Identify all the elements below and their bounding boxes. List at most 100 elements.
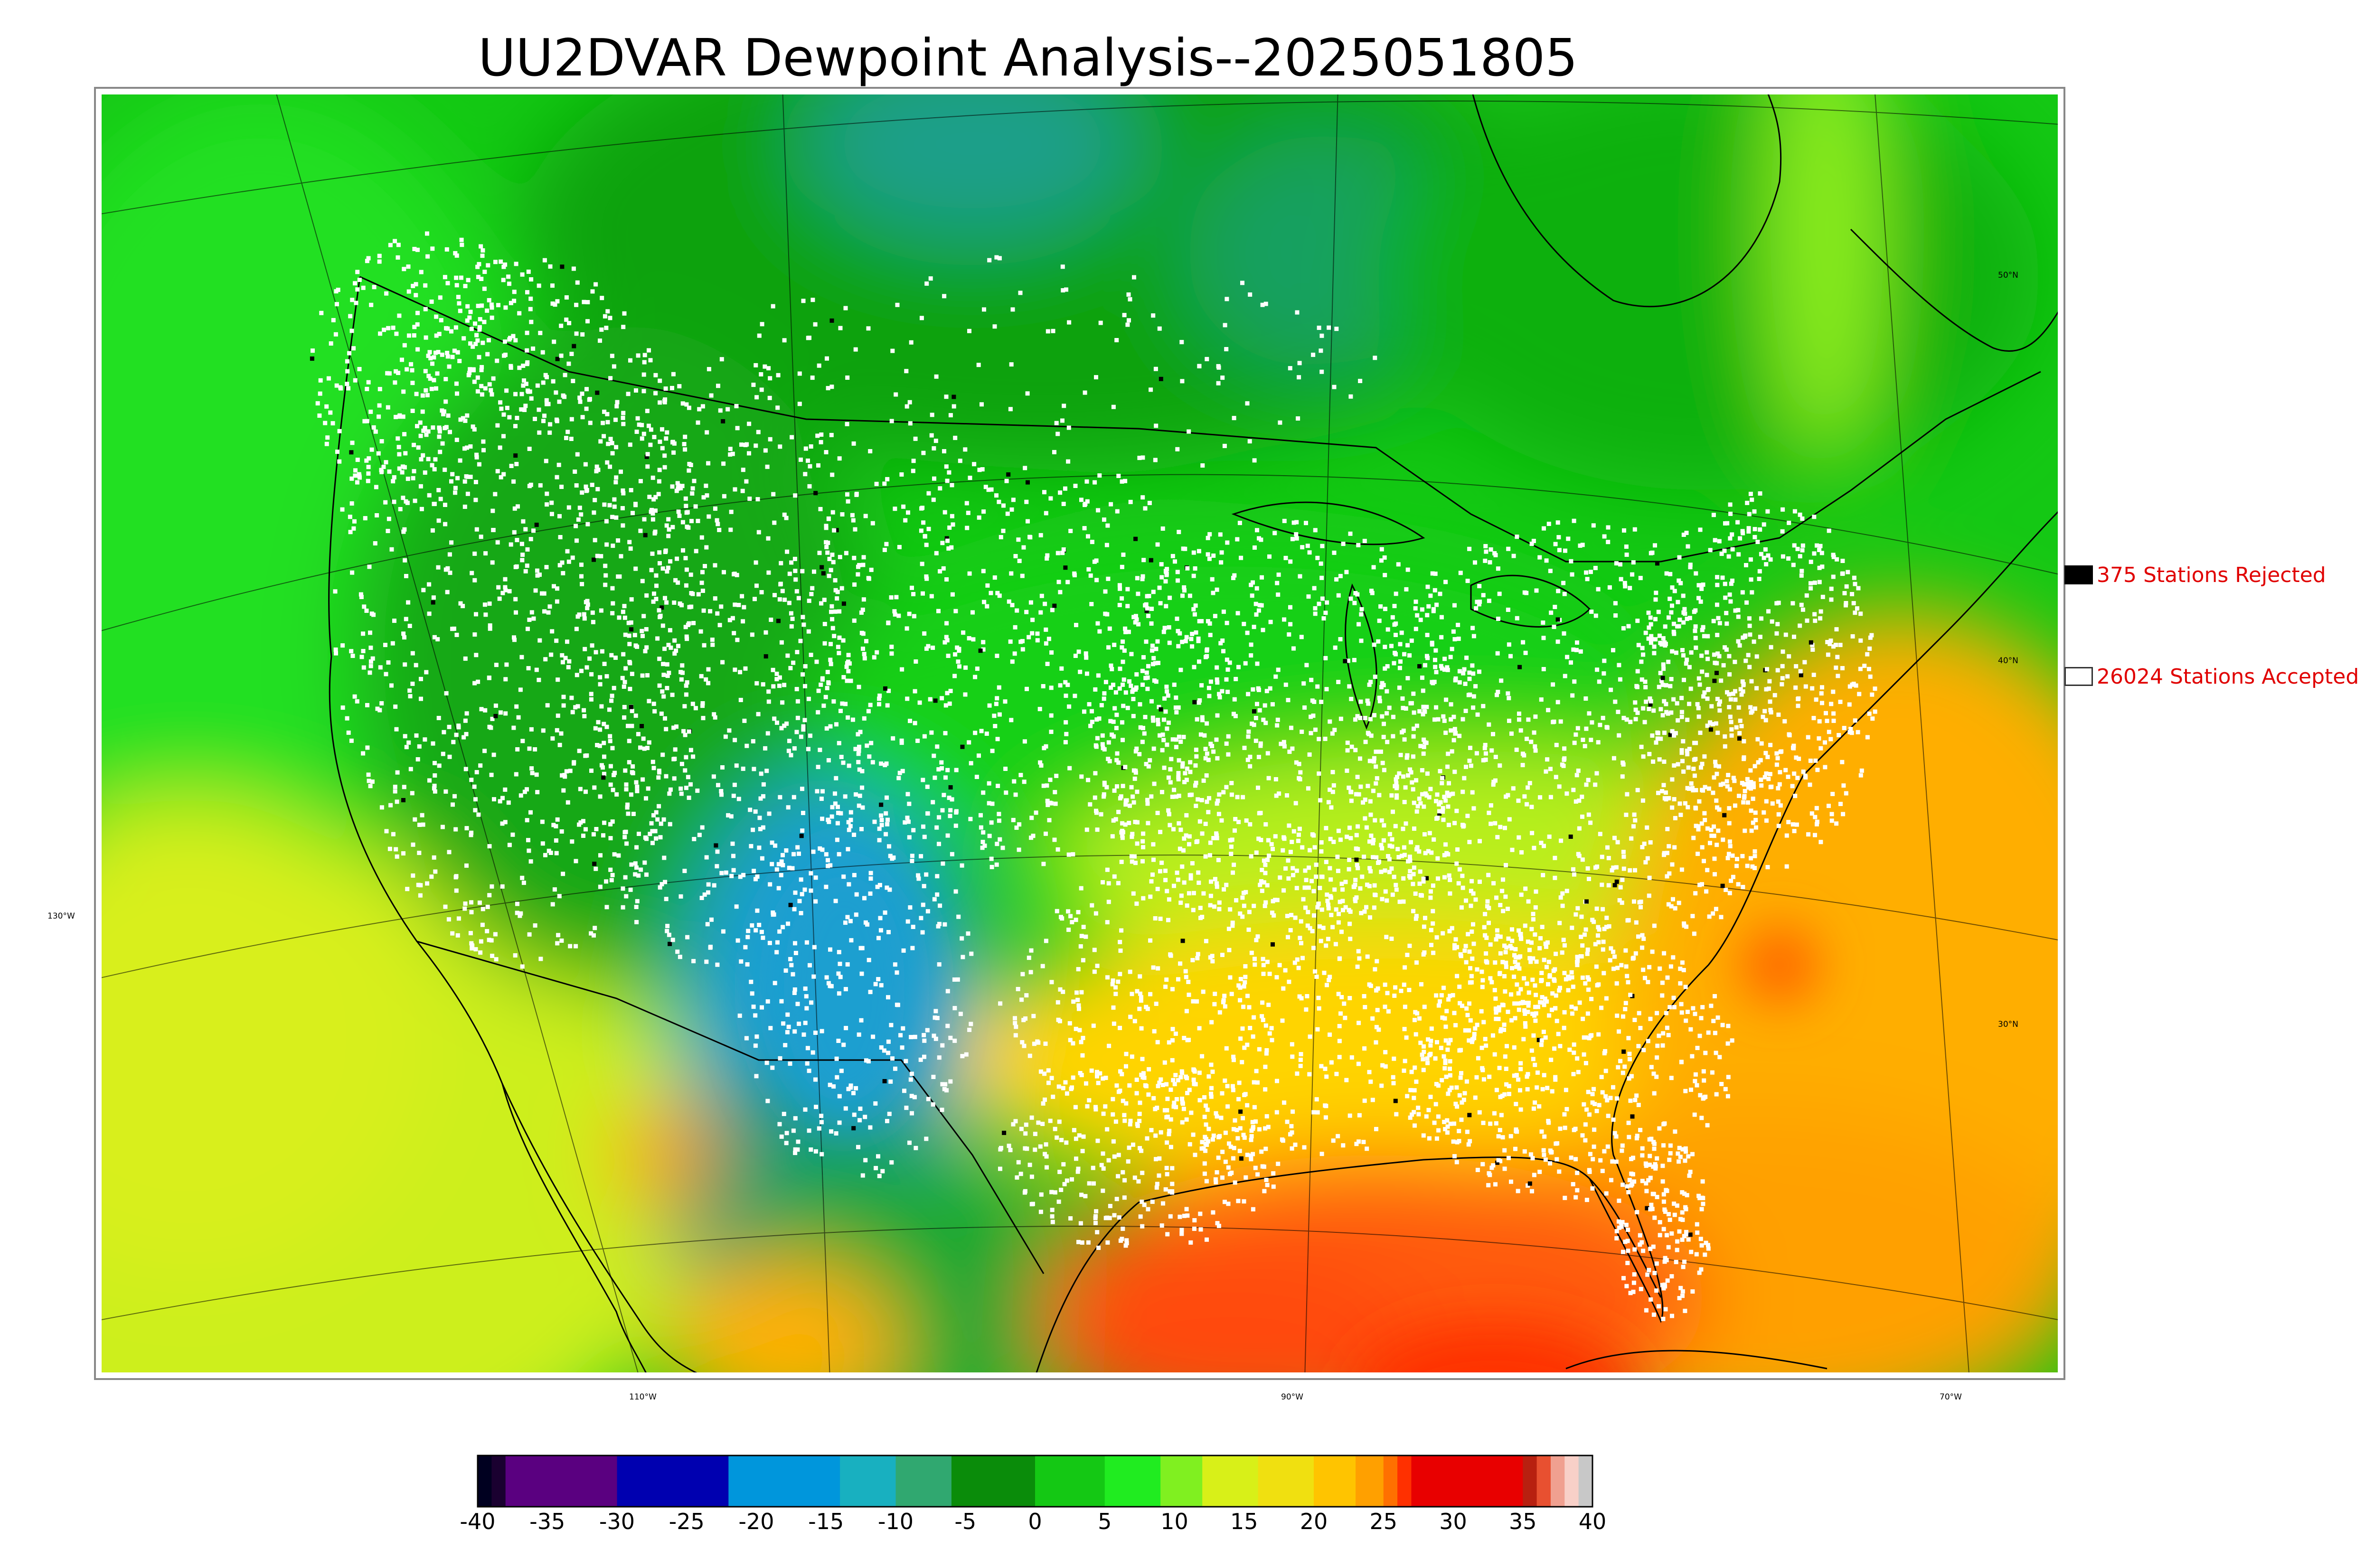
station-dot (835, 596, 839, 601)
station-dot (563, 656, 568, 660)
station-dot (1288, 605, 1292, 610)
station-dot (1308, 926, 1312, 930)
station-dot (700, 404, 705, 409)
station-dot (994, 493, 999, 498)
station-dot (1157, 585, 1162, 590)
station-dot (1067, 766, 1072, 770)
station-dot (786, 749, 791, 753)
station-dot (1440, 781, 1444, 786)
station-dot (1504, 1067, 1508, 1071)
station-dot (529, 727, 534, 732)
station-dot (999, 535, 1003, 539)
station-dot (1304, 878, 1309, 883)
station-dot (638, 479, 643, 483)
station-dot (1155, 1040, 1160, 1044)
station-dot (1452, 770, 1457, 774)
station-dot (1205, 721, 1209, 726)
station-dot (1120, 1072, 1124, 1077)
station-dot (1690, 786, 1695, 790)
station-dot (1085, 499, 1090, 504)
station-dot (917, 700, 922, 705)
station-dot (1172, 883, 1176, 888)
station-dot (731, 868, 736, 873)
station-dot (1249, 653, 1253, 658)
station-dot (1300, 730, 1304, 734)
station-dot (1517, 717, 1521, 722)
station-dot (1420, 792, 1424, 797)
station-dot (722, 570, 726, 574)
station-dot (1640, 798, 1645, 803)
station-dot (736, 797, 741, 801)
station-dot (1117, 583, 1122, 588)
station-dot (857, 749, 861, 753)
station-dot (1664, 571, 1669, 576)
station-dot (1357, 1021, 1361, 1025)
station-dot (1727, 821, 1732, 826)
station-dot (862, 656, 867, 661)
station-dot (1273, 898, 1278, 902)
station-dot (754, 363, 758, 367)
station-dot (867, 754, 872, 759)
station-dot (1715, 771, 1719, 776)
station-dot (715, 611, 720, 616)
station-dot (1682, 677, 1686, 682)
station-dot (1049, 713, 1054, 718)
station-dot (812, 569, 816, 574)
station-dot (1111, 719, 1116, 724)
station-dot (1305, 544, 1310, 548)
station-dot (1046, 637, 1051, 641)
station-dot (1474, 751, 1479, 756)
station-dot (645, 409, 650, 413)
station-dot (754, 877, 758, 882)
station-dot (1506, 546, 1511, 551)
station-dot (828, 657, 833, 662)
station-dot (1537, 555, 1542, 560)
station-dot (1137, 752, 1142, 757)
station-dot (1343, 905, 1348, 910)
station-dot (518, 793, 523, 798)
station-dot (1403, 1005, 1407, 1009)
station-dot (824, 450, 829, 454)
station-dot (1213, 614, 1217, 619)
station-dot (670, 385, 674, 390)
station-dot (1817, 580, 1822, 584)
station-dot (1442, 1016, 1447, 1021)
station-dot (361, 649, 366, 653)
station-dot (1262, 703, 1267, 708)
station-dot (1546, 959, 1551, 964)
station-dot (1148, 992, 1153, 996)
station-dot (1020, 972, 1025, 976)
station-dot (1491, 782, 1496, 787)
station-dot (1596, 1032, 1601, 1037)
station-dot (860, 769, 865, 773)
station-dot (1523, 1012, 1527, 1016)
station-dot (1143, 506, 1148, 511)
station-dot (1168, 953, 1173, 958)
station-dot (1713, 872, 1717, 877)
station-dot (1383, 1005, 1387, 1009)
station-dot (1694, 571, 1698, 576)
station-dot (1611, 967, 1616, 971)
station-dot (410, 681, 415, 686)
station-dot (1653, 637, 1658, 642)
station-dot (1526, 939, 1530, 944)
station-dot (1441, 809, 1445, 814)
station-dot (1344, 1078, 1349, 1082)
station-dot (1638, 576, 1643, 581)
station-dot (1184, 833, 1188, 838)
station-dot (782, 723, 787, 728)
station-dot (1247, 910, 1252, 914)
station-dot (622, 311, 627, 316)
station-dot (733, 667, 737, 672)
station-dot (1298, 574, 1302, 579)
station-dot (1133, 749, 1138, 754)
station-dot (1103, 680, 1108, 685)
station-dot (1076, 649, 1081, 654)
station-dot (1151, 662, 1155, 667)
station-dot (638, 528, 643, 533)
station-dot (1164, 604, 1168, 609)
station-dot (982, 600, 987, 604)
station-dot (451, 740, 456, 744)
station-dot (1611, 648, 1615, 653)
station-dot (1446, 823, 1451, 827)
